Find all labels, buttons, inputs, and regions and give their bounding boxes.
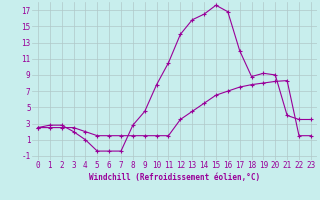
X-axis label: Windchill (Refroidissement éolien,°C): Windchill (Refroidissement éolien,°C) — [89, 173, 260, 182]
